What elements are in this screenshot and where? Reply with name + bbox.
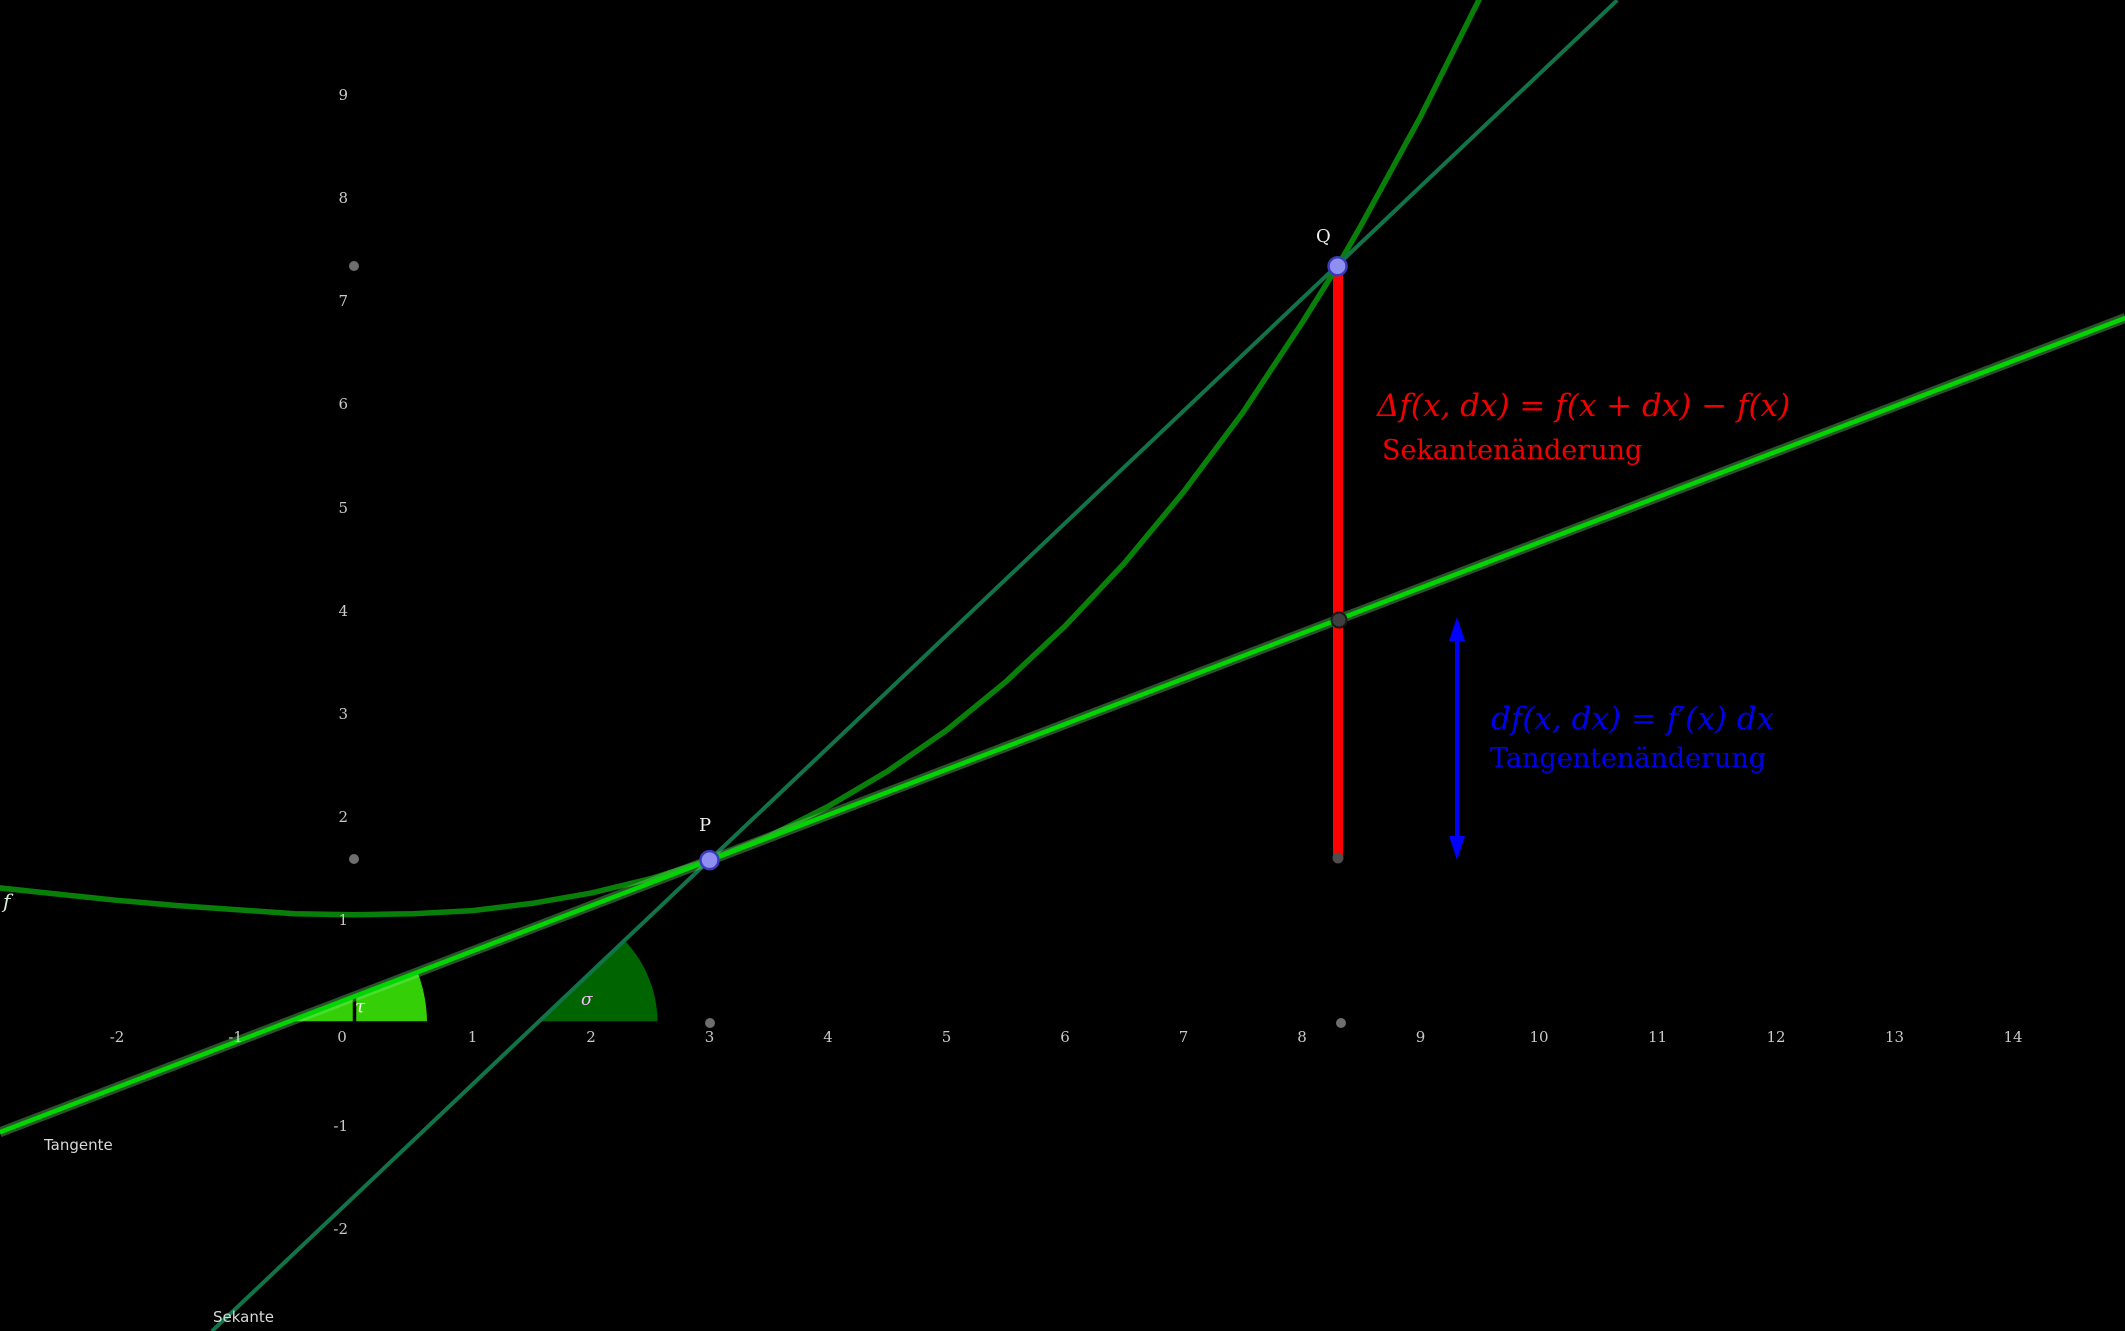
y-tick-label: 1 bbox=[338, 910, 348, 929]
x-tick-label: -2 bbox=[109, 1028, 125, 1046]
y-tick-label: 8 bbox=[338, 189, 348, 208]
curve-f[interactable] bbox=[0, 0, 1482, 918]
secant-line-label: Sekante bbox=[213, 1308, 274, 1326]
tangent-line[interactable] bbox=[0, 315, 2125, 1135]
y-tick-label: 7 bbox=[338, 292, 348, 311]
y-tick-label: 4 bbox=[338, 601, 348, 620]
delta-bottom-dot bbox=[1332, 852, 1344, 864]
x-tick-label: 9 bbox=[1415, 1028, 1426, 1046]
point-q[interactable] bbox=[1327, 255, 1348, 277]
point-p-label: P bbox=[699, 815, 712, 836]
x-tick-label: 8 bbox=[1297, 1028, 1307, 1046]
y-tick-label: -2 bbox=[333, 1220, 348, 1239]
x-tick-label: 4 bbox=[823, 1028, 833, 1046]
axis-helper-dot bbox=[349, 854, 359, 864]
df-arrow-head-up bbox=[1449, 617, 1465, 641]
x-tick-label: 14 bbox=[2003, 1028, 2023, 1046]
x-tick-label: 2 bbox=[586, 1028, 596, 1046]
x-tick-label: 3 bbox=[704, 1028, 715, 1046]
x-tick-label: 5 bbox=[941, 1028, 952, 1046]
secant-angle-label: σ bbox=[581, 990, 593, 1010]
x-tick-label: 13 bbox=[1884, 1028, 1905, 1046]
df-arrow-head-down bbox=[1449, 836, 1465, 860]
secant-change-caption: Sekantenänderung bbox=[1382, 435, 1643, 466]
secant-angle-sector bbox=[537, 940, 658, 1023]
y-tick-label: 2 bbox=[338, 807, 348, 826]
tangent-intersection-dot bbox=[1330, 611, 1348, 629]
tangent-change-caption: Tangentenänderung bbox=[1490, 743, 1766, 774]
y-tick-label: 5 bbox=[338, 498, 348, 517]
y-tick-label: 9 bbox=[338, 86, 348, 105]
tangent-change-formula: df(x, dx) = f′(x) dx bbox=[1491, 701, 1775, 737]
y-tick-label: -1 bbox=[333, 1117, 348, 1136]
tangent-angle-label: τ bbox=[355, 996, 365, 1017]
x-tick-label: 1 bbox=[467, 1028, 478, 1046]
axis-helper-dot bbox=[1336, 1018, 1346, 1028]
axis-helper-dot bbox=[349, 261, 359, 271]
y-tick-label: 6 bbox=[338, 395, 348, 414]
tangent-line-label: Tangente bbox=[44, 1136, 113, 1154]
x-tick-label: 11 bbox=[1647, 1028, 1668, 1046]
point-q-label: Q bbox=[1316, 226, 1331, 247]
x-tick-label: 7 bbox=[1178, 1028, 1189, 1046]
curve-f-label: f bbox=[3, 889, 11, 913]
x-tick-label: -1 bbox=[228, 1028, 243, 1046]
x-tick-label: 6 bbox=[1060, 1028, 1070, 1046]
x-tick-label: 10 bbox=[1529, 1028, 1549, 1046]
point-p[interactable] bbox=[699, 849, 720, 871]
secant-change-formula: Δf(x, dx) = f(x + dx) − f(x) bbox=[1377, 388, 1791, 424]
axis-helper-dot bbox=[705, 1018, 715, 1028]
secant-line[interactable] bbox=[210, 0, 1619, 1331]
x-tick-label: 12 bbox=[1766, 1028, 1786, 1046]
x-tick-label: 0 bbox=[337, 1028, 347, 1046]
y-tick-label: 3 bbox=[338, 704, 348, 723]
